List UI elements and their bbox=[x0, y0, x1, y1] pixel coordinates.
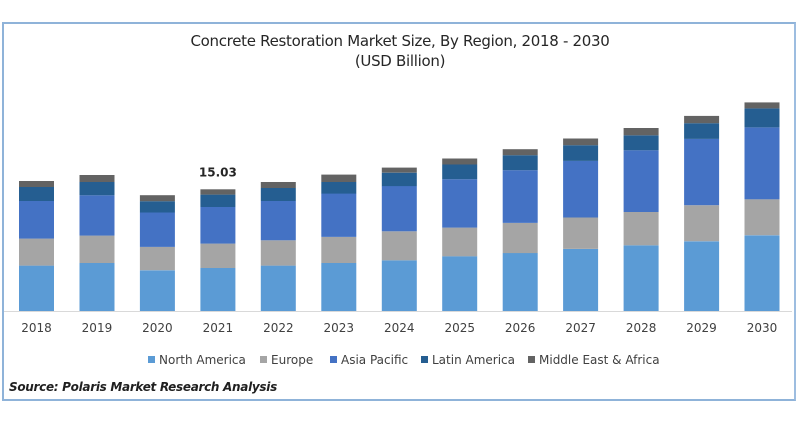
legend-label-europe: Europe bbox=[271, 353, 313, 367]
legend-swatch-europe bbox=[260, 356, 267, 363]
bar-north-america-2018 bbox=[19, 265, 54, 311]
bar-asia-pacific-2018 bbox=[19, 201, 54, 239]
bar-latin-america-2030 bbox=[744, 108, 780, 128]
bar-north-america-2025 bbox=[442, 256, 478, 311]
bar-middle-east-and-africa-2027 bbox=[563, 138, 599, 146]
legend-swatch-asia-pacific bbox=[330, 356, 337, 363]
bar-north-america-2027 bbox=[563, 249, 599, 311]
bar-asia-pacific-2020 bbox=[139, 212, 175, 247]
bar-north-america-2029 bbox=[684, 241, 720, 311]
bar-north-america-2030 bbox=[744, 235, 780, 311]
bar-middle-east-and-africa-2025 bbox=[442, 158, 478, 165]
bar-asia-pacific-2025 bbox=[442, 179, 478, 228]
x-tick-label: 2023 bbox=[324, 321, 355, 335]
bar-north-america-2020 bbox=[139, 270, 175, 311]
x-tick-label: 2027 bbox=[565, 321, 596, 335]
bar-asia-pacific-2024 bbox=[381, 186, 417, 232]
bar-asia-pacific-2023 bbox=[321, 193, 357, 237]
bar-north-america-2021 bbox=[200, 268, 236, 311]
x-tick-label: 2022 bbox=[263, 321, 294, 335]
bar-middle-east-and-africa-2023 bbox=[321, 174, 357, 182]
bar-europe-2019 bbox=[79, 235, 115, 263]
legend-label-north-america: North America bbox=[159, 353, 246, 367]
x-tick-label: 2026 bbox=[505, 321, 536, 335]
bar-north-america-2024 bbox=[381, 260, 417, 311]
x-tick-label: 2024 bbox=[384, 321, 415, 335]
legend-label-latin-america: Latin America bbox=[432, 353, 515, 367]
bar-middle-east-and-africa-2020 bbox=[139, 195, 175, 202]
bar-europe-2021 bbox=[200, 243, 236, 268]
bar-asia-pacific-2026 bbox=[502, 170, 538, 223]
bar-latin-america-2027 bbox=[563, 145, 599, 161]
bars-group bbox=[19, 102, 780, 311]
bar-middle-east-and-africa-2024 bbox=[381, 167, 417, 173]
bar-europe-2028 bbox=[623, 212, 659, 246]
bar-latin-america-2029 bbox=[684, 123, 720, 139]
bar-europe-2029 bbox=[684, 205, 720, 242]
data-label-2021: 15.03 bbox=[199, 165, 237, 179]
x-tick-label: 2021 bbox=[203, 321, 234, 335]
bar-asia-pacific-2021 bbox=[200, 207, 236, 244]
bar-middle-east-and-africa-2021 bbox=[200, 189, 236, 195]
bar-latin-america-2028 bbox=[623, 135, 659, 151]
legend-swatch-middle-east-and-africa bbox=[528, 356, 535, 363]
bar-north-america-2019 bbox=[79, 263, 115, 311]
bar-europe-2030 bbox=[744, 199, 780, 236]
bar-north-america-2022 bbox=[260, 265, 296, 311]
bar-latin-america-2024 bbox=[381, 172, 417, 187]
legend: North America Europe Asia Pacific Latin Ame… bbox=[148, 353, 660, 367]
bar-europe-2023 bbox=[321, 237, 357, 263]
bar-north-america-2023 bbox=[321, 263, 357, 311]
legend-swatch-latin-america bbox=[421, 356, 428, 363]
x-tick-label: 2018 bbox=[21, 321, 52, 335]
legend-label-middle-east-and-africa: Middle East & Africa bbox=[539, 353, 660, 367]
x-tick-label: 2025 bbox=[444, 321, 475, 335]
bar-europe-2018 bbox=[19, 238, 54, 266]
bar-middle-east-and-africa-2022 bbox=[260, 182, 296, 188]
bar-latin-america-2020 bbox=[139, 201, 175, 213]
bar-europe-2022 bbox=[260, 240, 296, 266]
bar-middle-east-and-africa-2028 bbox=[623, 128, 659, 136]
legend-swatch-north-america bbox=[148, 356, 155, 363]
chart-title: Concrete Restoration Market Size, By Reg… bbox=[190, 32, 610, 50]
bar-middle-east-and-africa-2029 bbox=[684, 115, 720, 124]
bar-europe-2024 bbox=[381, 231, 417, 261]
data-labels: 15.03 bbox=[199, 165, 237, 179]
bar-asia-pacific-2027 bbox=[563, 160, 599, 218]
x-tick-label: 2029 bbox=[686, 321, 717, 335]
bar-europe-2026 bbox=[502, 223, 538, 254]
bar-asia-pacific-2028 bbox=[623, 150, 659, 212]
bar-north-america-2028 bbox=[623, 245, 659, 311]
bar-north-america-2026 bbox=[502, 253, 538, 311]
x-tick-labels: 2018 2019 2020 2021 2022 2023 2024 2025 2026 2027… bbox=[21, 321, 777, 335]
bar-latin-america-2019 bbox=[79, 182, 115, 196]
bar-asia-pacific-2019 bbox=[79, 195, 115, 236]
bar-europe-2027 bbox=[563, 217, 599, 249]
x-tick-label: 2028 bbox=[626, 321, 657, 335]
bar-europe-2025 bbox=[442, 227, 478, 257]
legend-label-asia-pacific: Asia Pacific bbox=[341, 353, 408, 367]
bar-europe-2020 bbox=[139, 246, 175, 271]
bar-latin-america-2023 bbox=[321, 182, 357, 194]
bar-latin-america-2018 bbox=[19, 187, 54, 201]
chart-subtitle: (USD Billion) bbox=[354, 52, 446, 70]
bar-middle-east-and-africa-2019 bbox=[79, 175, 115, 182]
bar-asia-pacific-2029 bbox=[684, 138, 720, 206]
bar-latin-america-2025 bbox=[442, 164, 478, 180]
bar-middle-east-and-africa-2030 bbox=[744, 102, 780, 109]
bar-middle-east-and-africa-2026 bbox=[502, 149, 538, 156]
x-tick-label: 2020 bbox=[142, 321, 173, 335]
x-tick-label: 2030 bbox=[747, 321, 778, 335]
bar-asia-pacific-2022 bbox=[260, 201, 296, 241]
bar-asia-pacific-2030 bbox=[744, 127, 780, 200]
bar-latin-america-2022 bbox=[260, 188, 296, 201]
bar-middle-east-and-africa-2018 bbox=[19, 181, 54, 187]
bar-latin-america-2026 bbox=[502, 155, 538, 171]
source-note: Source: Polaris Market Research Analysis bbox=[9, 380, 277, 394]
x-tick-label: 2019 bbox=[82, 321, 113, 335]
bar-latin-america-2021 bbox=[200, 194, 236, 207]
